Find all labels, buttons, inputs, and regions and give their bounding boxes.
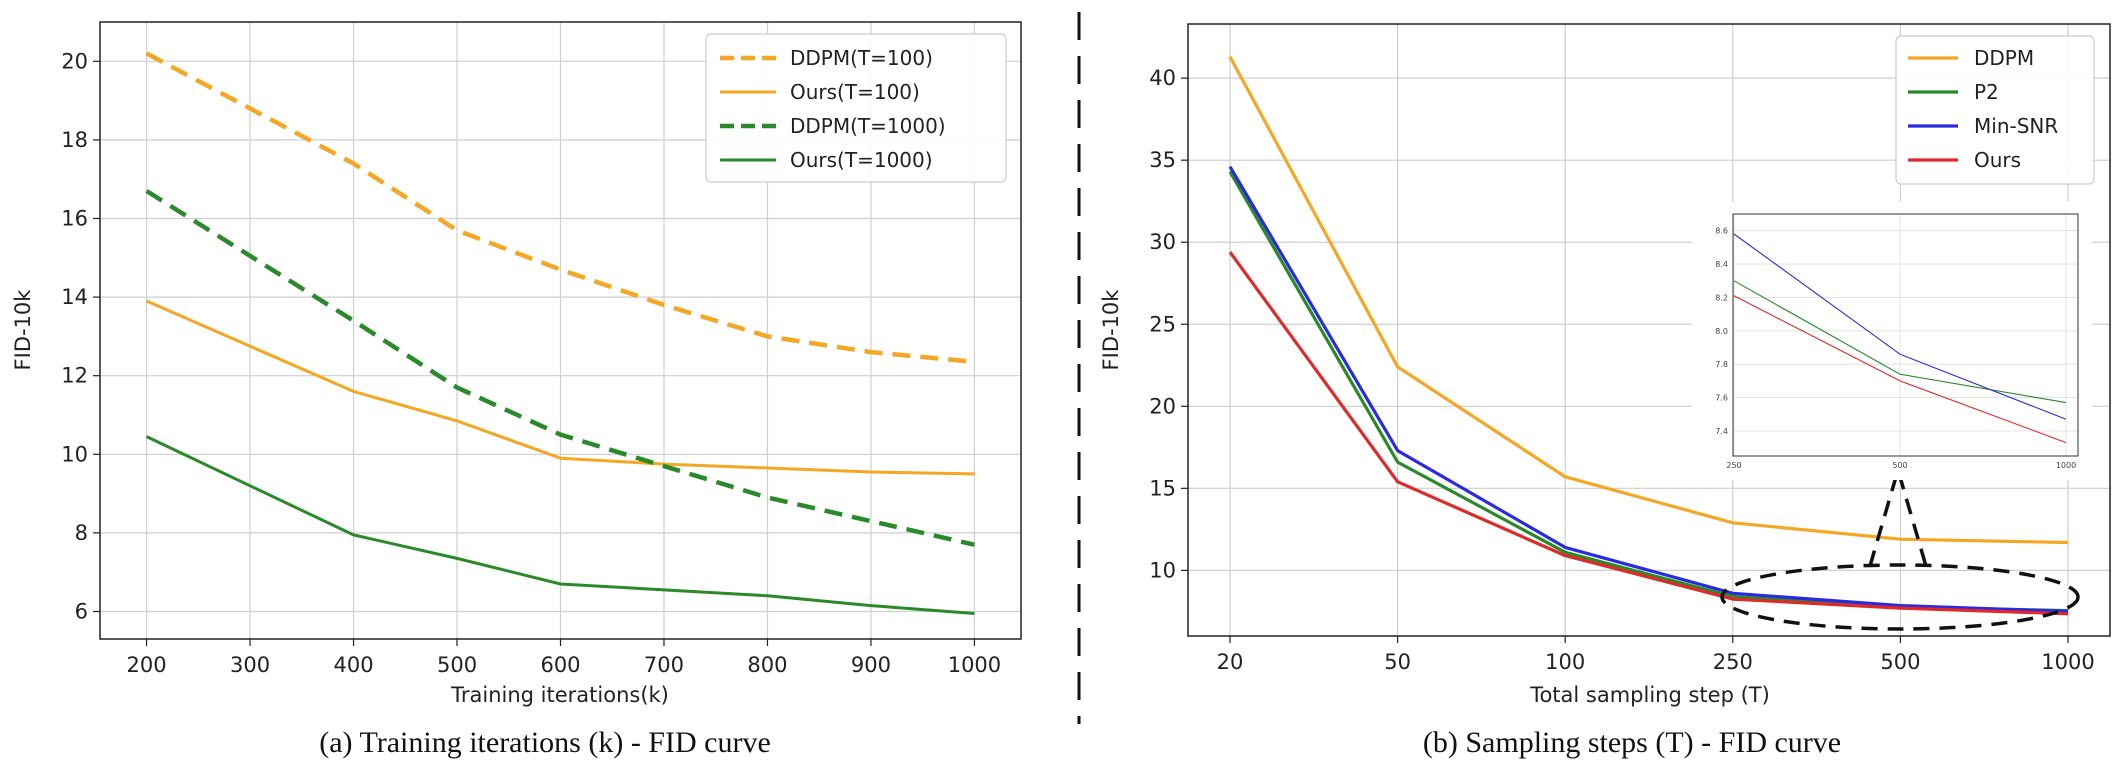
chart-a-ytick-label: 6: [75, 599, 88, 623]
chart-b-xtick-label: 20: [1217, 650, 1244, 674]
chart-a-xtick-label: 200: [127, 653, 167, 677]
chart-a-xtick-label: 800: [747, 653, 787, 677]
chart-a-xlabel: Training iterations(k): [450, 683, 669, 707]
inset-xtick-label: 1000: [2056, 461, 2076, 470]
inset-ytick-label: 7.6: [1715, 394, 1728, 403]
chart-b-ytick-label: 20: [1149, 394, 1176, 418]
chart-a: 200 300 400 500 600 700 800 900 1000 6 8 10 12 14 16 18…: [11, 21, 1022, 759]
chart-b-series-line: [1228, 56, 2069, 545]
inset-background: [1692, 202, 2092, 480]
chart-b-legend-label: P2: [1974, 80, 1999, 104]
chart-a-xtick-label: 1000: [948, 653, 1001, 677]
chart-a-xtick-label: 400: [333, 653, 373, 677]
chart-b-frame: [1187, 23, 2111, 637]
chart-b-ytick-label: 40: [1149, 66, 1176, 90]
chart-a-legend-label: DDPM(T=100): [790, 46, 933, 70]
chart-b-ytick-label: 30: [1149, 230, 1176, 254]
chart-a-ticks: 200 300 400 500 600 700 800 900 1000 6 8 10 12 14 16 18…: [61, 49, 1001, 677]
inset-xtick-label: 250: [1726, 461, 1741, 470]
chart-b-series: [1228, 56, 2069, 616]
chart-a-xtick-label: 500: [437, 653, 477, 677]
inset-series-line: [1733, 295, 2067, 444]
chart-a-ytick-label: 12: [61, 364, 88, 388]
chart-b-legend: DDPM P2 Min-SNR Ours: [1895, 35, 2095, 185]
chart-a-ytick-label: 14: [61, 285, 88, 309]
chart-a-ytick-label: 16: [61, 206, 88, 230]
chart-b-caption: (b) Sampling steps (T) - FID curve: [1423, 726, 1841, 759]
inset-ytick-label: 8.6: [1715, 227, 1728, 236]
chart-b-ytick-label: 35: [1149, 148, 1176, 172]
chart-a-xtick-label: 700: [644, 653, 684, 677]
chart-a-series-line: [145, 435, 975, 615]
chart-a-xtick-label: 300: [230, 653, 270, 677]
zoom-callout: [1868, 463, 1928, 567]
chart-a-grid: [100, 22, 1021, 639]
chart-b-xtick-label: 500: [1880, 650, 1920, 674]
inset-ytick-label: 8.2: [1715, 293, 1728, 302]
chart-b-series-line: [1228, 165, 2069, 613]
inset-chart: 250 500 1000 7.4 7.6 7.8 8.0 8.2 8.4 8.6: [1692, 202, 2092, 480]
chart-a-legend: DDPM(T=100) Ours(T=100) DDPM(T=1000) Ours(T…: [705, 33, 1007, 183]
chart-b-xtick-label: 100: [1545, 650, 1585, 674]
inset-xtick-label: 500: [1892, 461, 1907, 470]
chart-b-ylabel: FID-10k: [1099, 289, 1123, 371]
chart-a-legend-box: [705, 33, 1007, 183]
chart-b-legend-label: Ours: [1974, 148, 2021, 172]
chart-a-ytick-label: 8: [75, 521, 88, 545]
chart-b-xtick-label: 50: [1384, 650, 1411, 674]
inset-series-line: [1733, 280, 2067, 404]
chart-b-ticks: 20 50 100 250 500 1000 10 15 20 25 30 35 40: [1149, 66, 2094, 674]
chart-a-series-line: [145, 189, 975, 547]
chart-b-xtick-label: 1000: [2041, 650, 2094, 674]
chart-b-ytick-label: 25: [1149, 312, 1176, 336]
inset-ytick-label: 8.0: [1715, 327, 1728, 336]
chart-a-legend-label: DDPM(T=1000): [790, 114, 946, 138]
chart-b-legend-label: DDPM: [1974, 46, 2034, 70]
zoom-annotation: [1720, 463, 2080, 631]
inset-ytick-label: 7.4: [1715, 427, 1728, 436]
chart-b: 20 50 100 250 500 1000 10 15 20 25 30 35 40 Total sa…: [1099, 23, 2111, 759]
chart-a-series-line: [145, 299, 975, 476]
inset-frame: [1732, 213, 2079, 457]
zoom-ellipse: [1720, 563, 2080, 631]
chart-b-legend-label: Min-SNR: [1974, 114, 2058, 138]
chart-a-series-line: [145, 51, 975, 365]
chart-b-ytick-label: 15: [1149, 476, 1176, 500]
chart-b-legend-box: [1895, 35, 2095, 185]
chart-a-legend-label: Ours(T=1000): [790, 148, 933, 172]
chart-a-xtick-label: 900: [851, 653, 891, 677]
chart-b-xlabel: Total sampling step (T): [1529, 683, 1770, 707]
chart-a-ytick-label: 10: [61, 442, 88, 466]
inset-ytick-label: 7.8: [1715, 360, 1728, 369]
chart-a-ytick-label: 20: [61, 49, 88, 73]
chart-a-ytick-label: 18: [61, 128, 88, 152]
chart-b-ytick-label: 10: [1149, 558, 1176, 582]
chart-b-xtick-label: 250: [1713, 650, 1753, 674]
chart-b-series-line: [1228, 251, 2069, 616]
chart-a-caption: (a) Training iterations (k) - FID curve: [319, 726, 771, 759]
chart-a-ylabel: FID-10k: [11, 289, 35, 371]
chart-a-xtick-label: 600: [540, 653, 580, 677]
inset-series-line: [1733, 233, 2067, 420]
chart-a-series: [145, 51, 975, 615]
inset-ytick-label: 8.4: [1715, 260, 1728, 269]
chart-a-legend-label: Ours(T=100): [790, 80, 920, 104]
